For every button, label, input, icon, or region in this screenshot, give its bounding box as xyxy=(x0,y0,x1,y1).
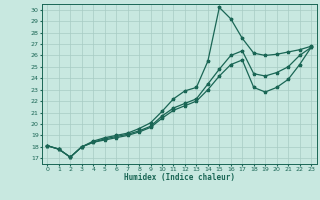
X-axis label: Humidex (Indice chaleur): Humidex (Indice chaleur) xyxy=(124,173,235,182)
